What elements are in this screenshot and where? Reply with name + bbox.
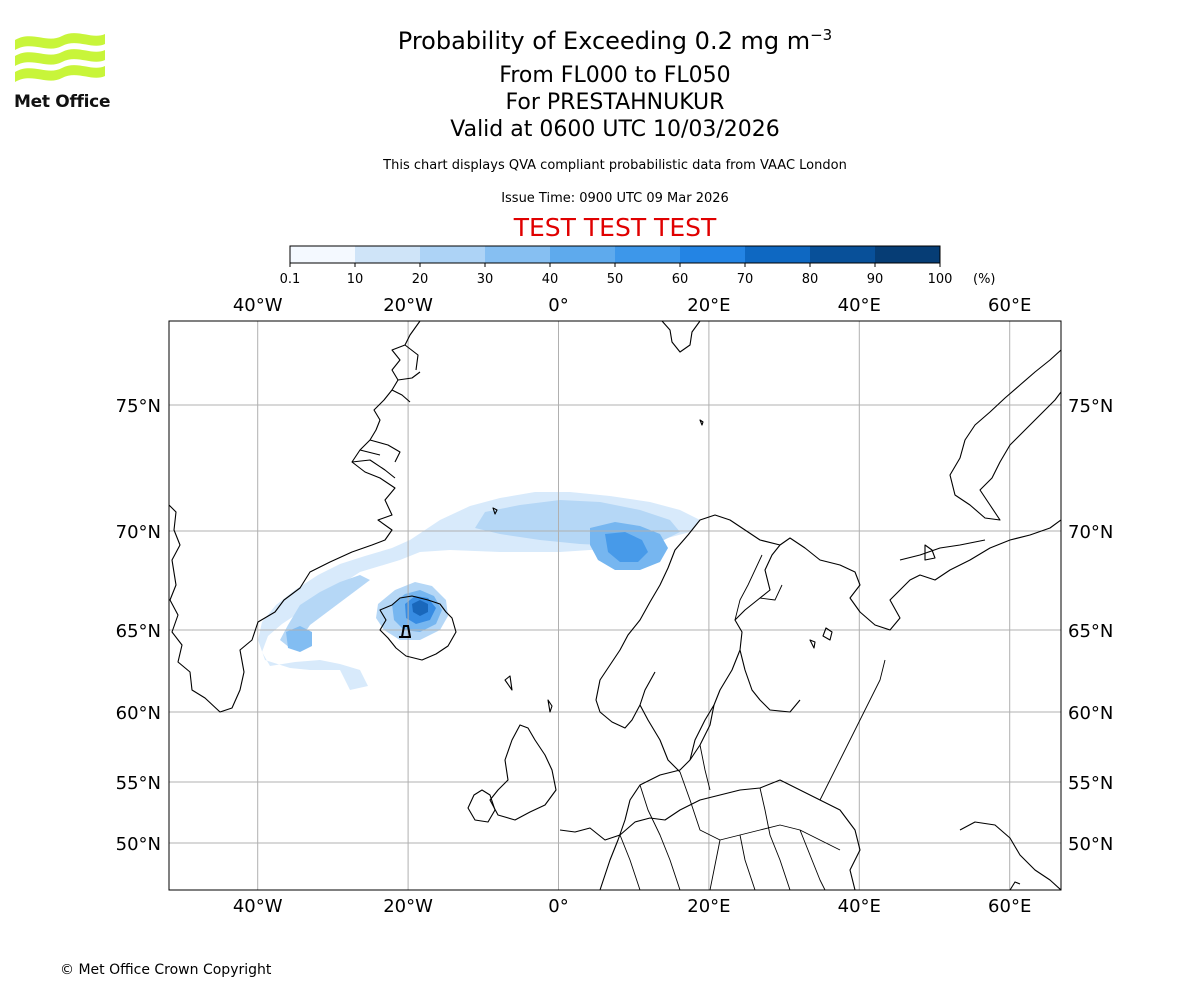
colorbar-tick-label: 80 (802, 272, 819, 287)
colorbar-box-7 (745, 246, 810, 263)
lon-label-bottom: 40°W (233, 896, 283, 917)
lon-label-bottom: 20°W (383, 896, 433, 917)
colorbar-box-8 (810, 246, 875, 263)
colorbar-box-1 (355, 246, 420, 263)
ash-probability-field (258, 492, 700, 690)
europe-coast (559, 779, 861, 890)
coastlines (169, 321, 1061, 890)
chart-description: This chart displays QVA compliant probab… (383, 158, 847, 173)
lon-label-top: 40°W (233, 295, 283, 316)
colorbar-box-3 (485, 246, 550, 263)
ireland-coast (467, 789, 496, 823)
colorbar-ticks: 0.1 10 20 30 40 50 60 70 80 90 100 (280, 263, 953, 287)
lon-label-bottom: 20°E (687, 896, 730, 917)
volcano-marker (399, 625, 411, 638)
colorbar-box-4 (550, 246, 615, 263)
colorbar-tick-label: 0.1 (280, 272, 301, 287)
colorbar-tick-label: 40 (542, 272, 559, 287)
lon-label-top: 20°E (687, 295, 730, 316)
norway-west-coast (595, 514, 781, 729)
lat-label-right: 70°N (1068, 522, 1113, 543)
shetland-faroe (492, 507, 553, 713)
colorbar-tick-label: 20 (412, 272, 429, 287)
lat-label-left: 75°N (116, 396, 161, 417)
prob-area-30-40-greenland (286, 626, 312, 652)
colorbar: 0.1 10 20 30 40 50 60 70 80 90 100 (%) (280, 245, 996, 287)
chart-title: Probability of Exceeding 0.2 mg m−3 (397, 26, 833, 55)
lon-label-top: 20°W (383, 295, 433, 316)
lat-label-right: 60°N (1068, 703, 1113, 724)
colorbar-box-0 (290, 246, 355, 263)
test-banner: TEST TEST TEST (513, 213, 717, 242)
colorbar-box-5 (615, 246, 680, 263)
kola-coast (899, 539, 986, 561)
prob-area-50-60-norway (605, 532, 648, 562)
logo-wordmark: Met Office (14, 92, 111, 112)
valid-time: Valid at 0600 UTC 10/03/2026 (450, 117, 780, 142)
britain-coast (489, 724, 557, 821)
iceland-coast (379, 595, 457, 661)
copyright: © Met Office Crown Copyright (60, 962, 272, 978)
jan-mayen-coast (699, 419, 704, 426)
lat-label-left: 50°N (116, 834, 161, 855)
map-frame (168, 320, 1062, 891)
colorbar-box-6 (680, 246, 745, 263)
issue-time: Issue Time: 0900 UTC 09 Mar 2026 (501, 191, 729, 206)
lon-label-bottom: 0° (548, 896, 568, 917)
lat-label-left: 55°N (116, 773, 161, 794)
colorbar-boxes (290, 246, 940, 263)
graticule (169, 321, 1061, 890)
colorbar-tick-label: 50 (607, 272, 624, 287)
lon-label-top: 60°E (988, 295, 1031, 316)
lat-label-right: 55°N (1068, 773, 1113, 794)
colorbar-box-2 (420, 246, 485, 263)
lat-label-left: 65°N (116, 621, 161, 642)
lon-label-bottom: 40°E (838, 896, 881, 917)
colorbar-unit: (%) (973, 272, 996, 287)
lat-label-right: 65°N (1068, 621, 1113, 642)
colorbar-tick-label: 100 (928, 272, 953, 287)
greenland-coast (169, 321, 421, 713)
volcano-name: For PRESTAHNUKUR (505, 90, 725, 115)
colorbar-tick-label: 90 (867, 272, 884, 287)
east-coast-segment (959, 821, 1061, 890)
svalbard-coast (661, 321, 701, 353)
flight-level-range: From FL000 to FL050 (499, 63, 731, 88)
lat-label-left: 70°N (116, 522, 161, 543)
lat-label-right: 75°N (1068, 396, 1113, 417)
colorbar-tick-label: 60 (672, 272, 689, 287)
greenland-fjords (351, 344, 421, 479)
baltic-coast (639, 649, 801, 773)
lon-label-top: 0° (548, 295, 568, 316)
colorbar-tick-label: 30 (477, 272, 494, 287)
met-office-logo (15, 33, 105, 82)
lat-label-left: 60°N (116, 703, 161, 724)
scandinavia-coast (599, 519, 1061, 890)
lon-label-bottom: 60°E (988, 896, 1031, 917)
lat-label-right: 50°N (1068, 834, 1113, 855)
country-borders (619, 554, 886, 890)
baltic-islands (809, 627, 833, 649)
colorbar-tick-label: 70 (737, 272, 754, 287)
colorbar-box-9 (875, 246, 940, 263)
colorbar-tick-label: 10 (347, 272, 364, 287)
lon-label-top: 40°E (838, 295, 881, 316)
russia-north-coast (949, 349, 1061, 521)
prob-area-70-80-iceland (412, 600, 428, 616)
